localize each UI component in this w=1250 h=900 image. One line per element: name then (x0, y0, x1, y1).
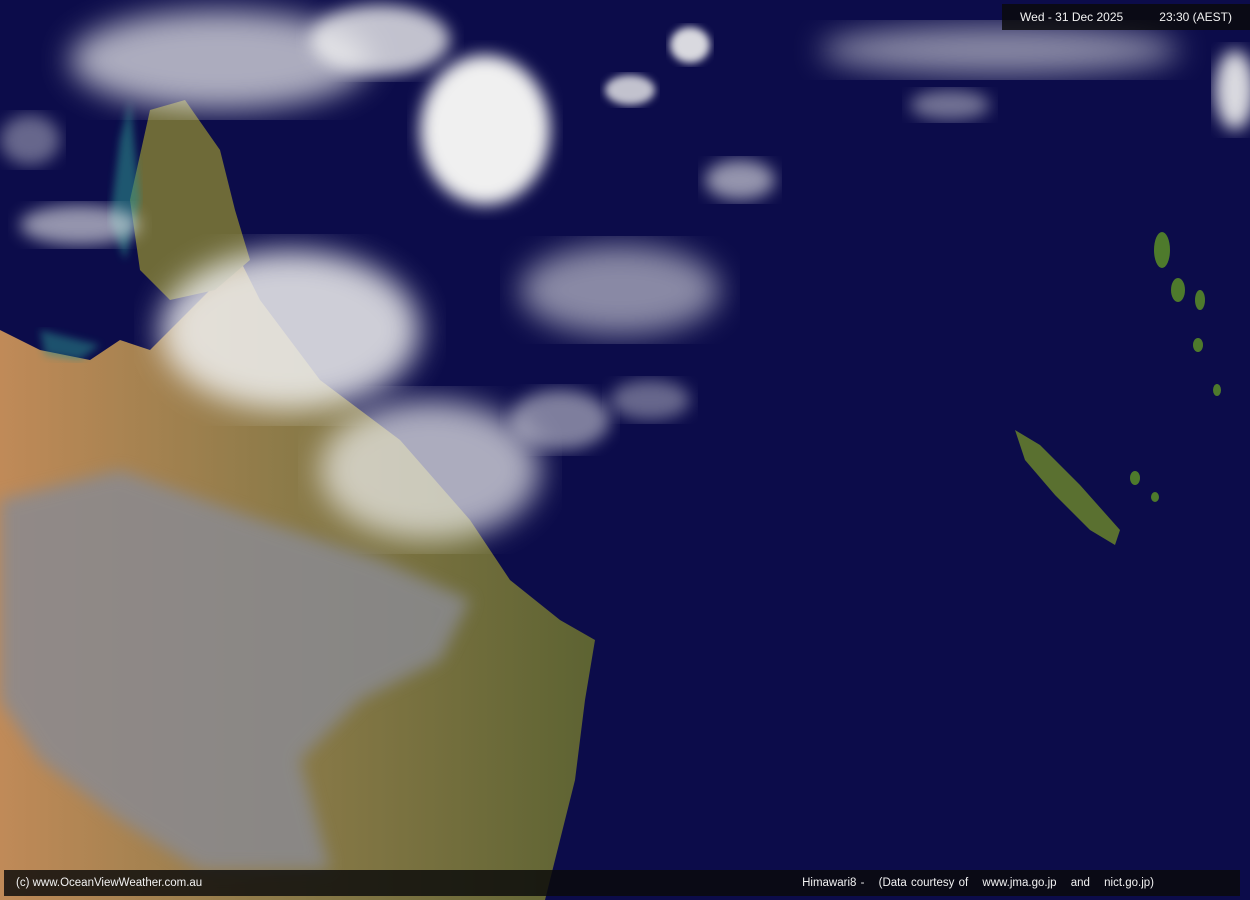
credits-bar: (c) www.OceanViewWeather.com.au Himawari… (4, 870, 1240, 896)
landmass-vanuatu (1130, 232, 1221, 502)
source-link-jma: www.jma.go.jp (982, 877, 1057, 889)
timestamp-bar: Wed - 31 Dec 2025 23:30 (AEST) (1002, 4, 1250, 30)
landmass-new-caledonia (1015, 430, 1120, 545)
cloud-cover (0, 5, 1250, 540)
source-link-nict: nict.go.jp) (1104, 877, 1154, 889)
courtesy-text: (Data courtesy of (878, 877, 969, 889)
satellite-name: Himawari8 - (802, 877, 865, 889)
copyright-text: (c) www.OceanViewWeather.com.au (16, 877, 203, 889)
data-credits: Himawari8 - (Data courtesy of www.jma.go… (802, 877, 1240, 889)
date-label: Wed - 31 Dec 2025 (1020, 10, 1124, 24)
time-label: 23:30 (AEST) (1159, 10, 1232, 24)
and-text: and (1070, 877, 1090, 889)
landmass-cape-york (130, 100, 250, 300)
